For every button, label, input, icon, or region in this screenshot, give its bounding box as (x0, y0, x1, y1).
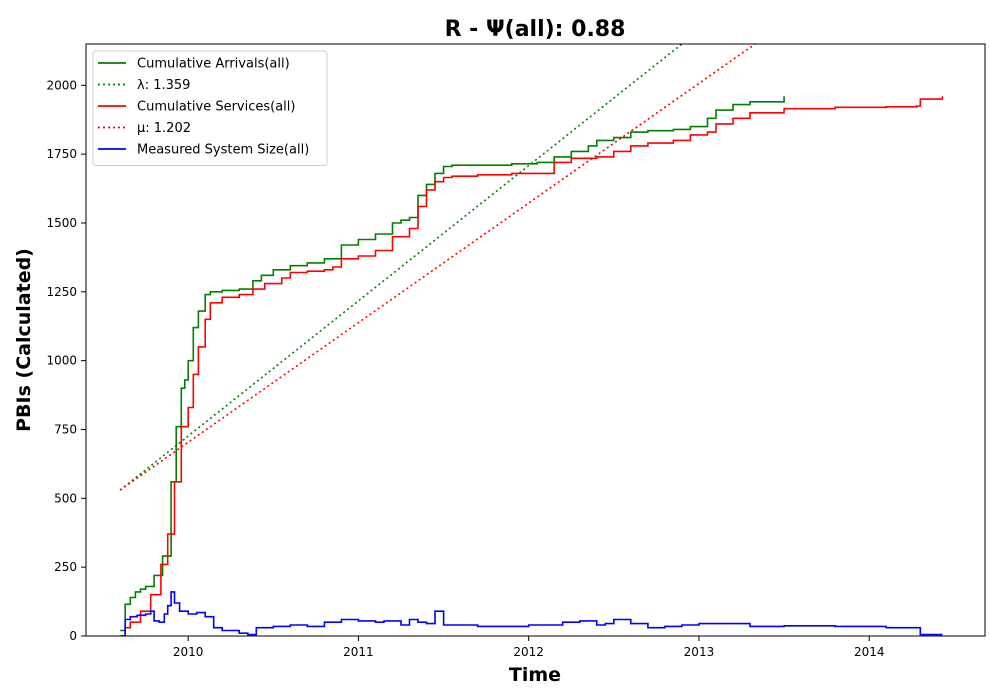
y-tick-label: 1250 (46, 285, 77, 299)
x-tick-label: 2012 (513, 645, 544, 659)
legend: Cumulative Arrivals(all) λ: 1.359 Cumulati… (92, 50, 328, 166)
x-axis-title: Time (509, 664, 561, 686)
x-tick-label: 2011 (343, 645, 374, 659)
legend-label-0: Cumulative Arrivals(all) (137, 57, 290, 72)
x-tick-label: 2010 (173, 645, 204, 659)
legend-label-4: Measured System Size(all) (137, 143, 309, 158)
y-tick-label: 750 (54, 422, 77, 436)
y-axis-title: PBIs (Calculated) (13, 248, 35, 432)
legend-label-3: μ: 1.202 (137, 121, 191, 136)
y-tick-label: 1500 (46, 216, 77, 230)
x-tick-label: 2013 (684, 645, 715, 659)
y-tick-label: 1750 (46, 147, 77, 161)
x-axis-ticks: 2010 2011 2012 2013 2014 (173, 636, 885, 659)
series-line-3 (119, 44, 756, 491)
y-tick-label: 250 (54, 560, 77, 574)
chart-title: R - Ψ(all): 0.88 (445, 17, 626, 42)
plot-area (119, 44, 944, 636)
y-tick-label: 500 (54, 491, 77, 505)
y-tick-label: 2000 (46, 78, 77, 92)
series-line-2 (120, 96, 944, 636)
axes-frame (85, 43, 986, 637)
y-tick-label: 0 (69, 629, 77, 643)
y-axis-ticks: 0 250 500 750 1000 1250 1500 1750 2000 (46, 78, 86, 643)
series-line-4 (120, 591, 943, 636)
series-line-0 (120, 96, 785, 632)
y-tick-label: 1000 (46, 354, 77, 368)
legend-label-2: Cumulative Services(all) (137, 100, 295, 115)
x-tick-label: 2014 (854, 645, 885, 659)
legend-label-1: λ: 1.359 (137, 78, 190, 93)
legend-box (92, 50, 328, 166)
